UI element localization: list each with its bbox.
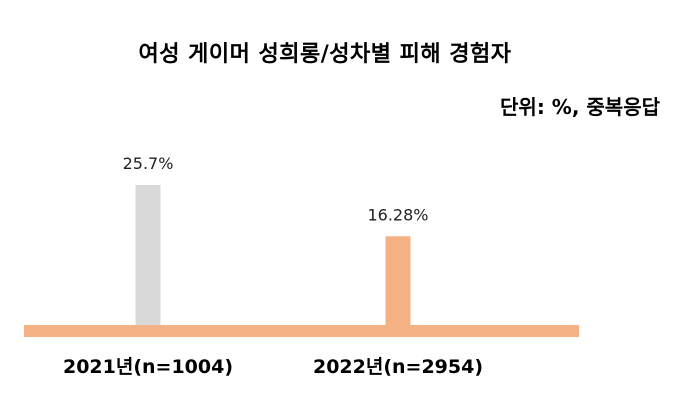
labels-group: 25.7% 2021년(n=1004) 16.28% 2022년(n=2954) <box>63 154 483 378</box>
data-label-1: 25.7% <box>123 154 174 173</box>
baseline-axis <box>24 325 579 337</box>
category-label-2: 2022년(n=2954) <box>313 356 483 378</box>
bar-1 <box>135 184 161 325</box>
unit-note: 단위: %, 중복응답 <box>500 95 660 119</box>
category-label-1: 2021년(n=1004) <box>63 356 233 378</box>
bar-2 <box>385 236 411 325</box>
data-label-2: 16.28% <box>367 205 428 224</box>
chart-title: 여성 게이머 성희롱/성차별 피해 경험자 <box>138 42 512 67</box>
bars-group <box>135 184 411 325</box>
